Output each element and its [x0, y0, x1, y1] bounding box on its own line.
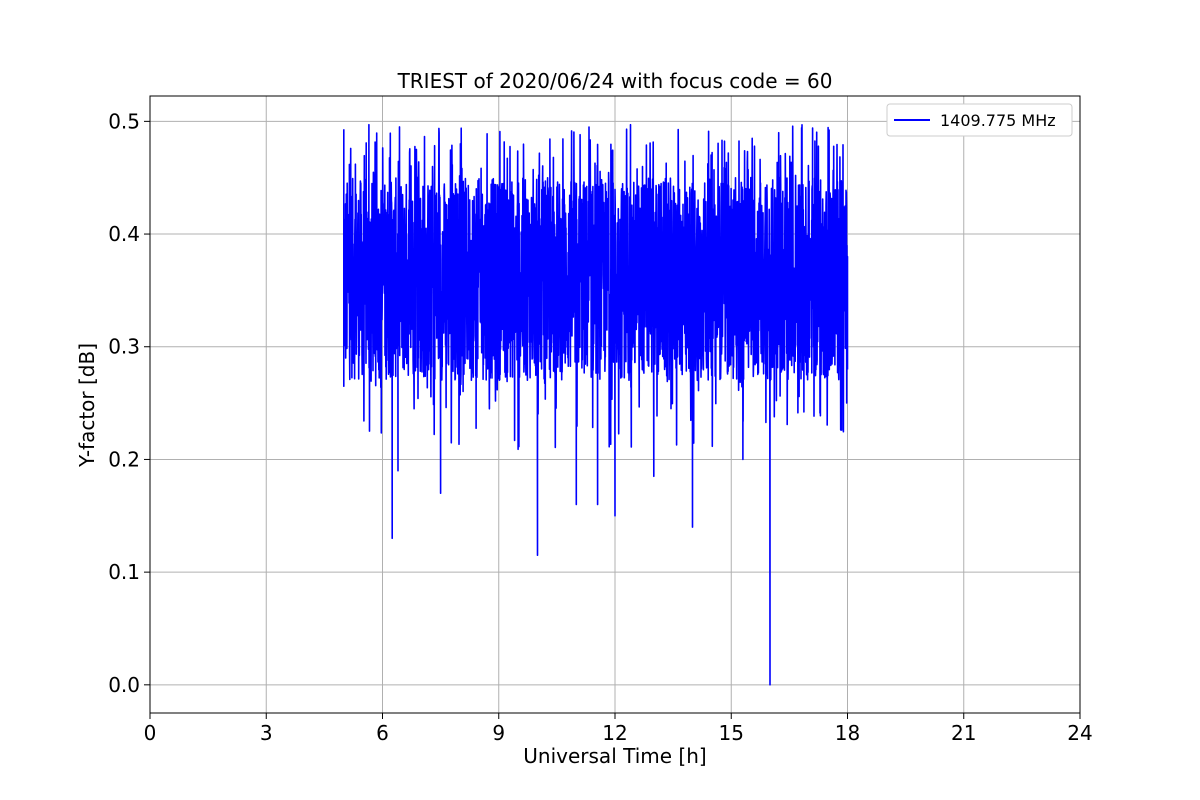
x-ticks: 0 3 6 9 12 15 18 21 24 — [144, 713, 1093, 745]
y-tick-label: 0.3 — [108, 335, 140, 359]
x-tick-label: 18 — [835, 721, 860, 745]
legend: 1409.775 MHz — [886, 103, 1073, 137]
x-tick-label: 15 — [719, 721, 744, 745]
x-tick-label: 24 — [1067, 721, 1092, 745]
x-axis-label: Universal Time [h] — [523, 744, 706, 768]
y-axis-label: Y-factor [dB] — [75, 343, 99, 468]
y-tick-label: 0.0 — [108, 673, 140, 697]
legend-box — [886, 103, 1073, 137]
x-tick-label: 9 — [492, 721, 505, 745]
chart-title: TRIEST of 2020/06/24 with focus code = 6… — [397, 69, 833, 93]
x-tick-label: 12 — [602, 721, 627, 745]
y-tick-label: 0.5 — [108, 109, 140, 133]
y-tick-label: 0.4 — [108, 222, 140, 246]
x-tick-label: 6 — [376, 721, 389, 745]
y-tick-label: 0.2 — [108, 447, 140, 471]
y-tick-label: 0.1 — [108, 560, 140, 584]
series-line-1409-775-mhz — [343, 123, 849, 686]
x-tick-label: 3 — [260, 721, 273, 745]
legend-label: 1409.775 MHz — [940, 111, 1056, 130]
x-tick-label: 21 — [951, 721, 976, 745]
x-tick-label: 0 — [144, 721, 157, 745]
y-ticks: 0.0 0.1 0.2 0.3 0.4 0.5 — [108, 109, 150, 697]
series-group — [343, 123, 849, 686]
